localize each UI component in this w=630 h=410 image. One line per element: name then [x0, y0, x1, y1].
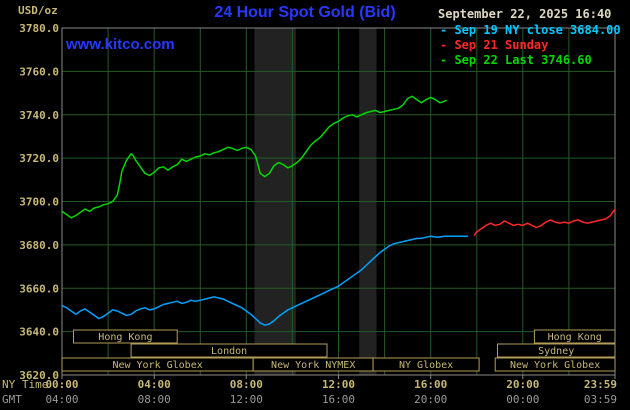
x-tick-ny: 20:00	[506, 378, 539, 391]
legend-label: Sep 21 Sunday	[454, 38, 549, 52]
series-line-sep-19-ny-close-3684-00	[61, 235, 469, 326]
y-tick-label: 3680.0	[19, 239, 59, 252]
session-box-hong-kong	[73, 329, 178, 344]
x-tick-ny: 23:59	[584, 378, 617, 391]
x-tick-gmt: 12:00	[230, 393, 263, 406]
y-tick-label: 3780.0	[19, 22, 59, 35]
session-label-new-york-globex: New York Globex	[112, 360, 202, 371]
x-tick-ny: 04:00	[138, 378, 171, 391]
x-tick-gmt: 03:59	[584, 393, 617, 406]
legend-label: Sep 22 Last 3746.60	[454, 53, 592, 67]
session-box-sydney	[497, 343, 616, 358]
y-tick-label: 3620.0	[19, 369, 59, 382]
x-tick-gmt: 08:00	[138, 393, 171, 406]
chart-datetime: September 22, 2025 16:40	[438, 7, 612, 21]
legend-item-sep22: - Sep 22 Last 3746.60	[440, 53, 621, 68]
y-tick-label: 3660.0	[19, 282, 59, 295]
session-label-london: London	[211, 346, 247, 357]
y-tick-label: 3760.0	[19, 65, 59, 78]
x-tick-ny: 00:00	[45, 378, 78, 391]
series-line-sep-21-sunday	[473, 208, 616, 236]
x-tick-gmt: 00:00	[506, 393, 539, 406]
session-box-ny-globex	[372, 357, 480, 372]
legend-marker: -	[440, 53, 455, 67]
session-label-ny-globex: NY Globex	[399, 360, 453, 371]
legend-label: Sep 19 NY close 3684.00	[454, 23, 621, 37]
x-tick-gmt: 04:00	[45, 393, 78, 406]
x-tick-gmt: 20:00	[414, 393, 447, 406]
x-axis-caption-gmt: GMT	[2, 393, 22, 406]
y-tick-label: 3640.0	[19, 326, 59, 339]
y-tick-label: 3740.0	[19, 109, 59, 122]
y-tick-label: 3720.0	[19, 152, 59, 165]
x-tick-ny: 12:00	[322, 378, 355, 391]
chart-title: 24 Hour Spot Gold (Bid)	[214, 4, 396, 21]
chart-legend: - Sep 19 NY close 3684.00- Sep 21 Sunday…	[440, 23, 621, 68]
session-label-hong-kong: Hong Kong	[548, 332, 602, 343]
legend-item-sep19: - Sep 19 NY close 3684.00	[440, 23, 621, 38]
legend-marker: -	[440, 23, 455, 37]
session-label-new-york-nymex: New York NYMEX	[271, 360, 355, 371]
session-box-new-york-globex	[494, 357, 616, 372]
series-line-sep-22-last-3746-60	[61, 95, 447, 219]
session-label-hong-kong: Hong Kong	[98, 332, 152, 343]
session-box-london	[130, 343, 328, 358]
x-axis-caption-ny: NY Time	[2, 378, 48, 391]
x-tick-gmt: 16:00	[322, 393, 355, 406]
x-tick-ny: 16:00	[414, 378, 447, 391]
y-axis-unit-label: USD/oz	[18, 4, 58, 17]
kitco-watermark-link[interactable]: www.kitco.com	[66, 36, 175, 53]
x-tick-ny: 08:00	[230, 378, 263, 391]
session-box-hong-kong	[533, 329, 616, 344]
session-label-sydney: Sydney	[538, 346, 574, 357]
session-label-new-york-globex: New York Globex	[510, 360, 600, 371]
y-tick-label: 3700.0	[19, 196, 59, 209]
legend-item-sep21: - Sep 21 Sunday	[440, 38, 621, 53]
legend-marker: -	[440, 38, 455, 52]
